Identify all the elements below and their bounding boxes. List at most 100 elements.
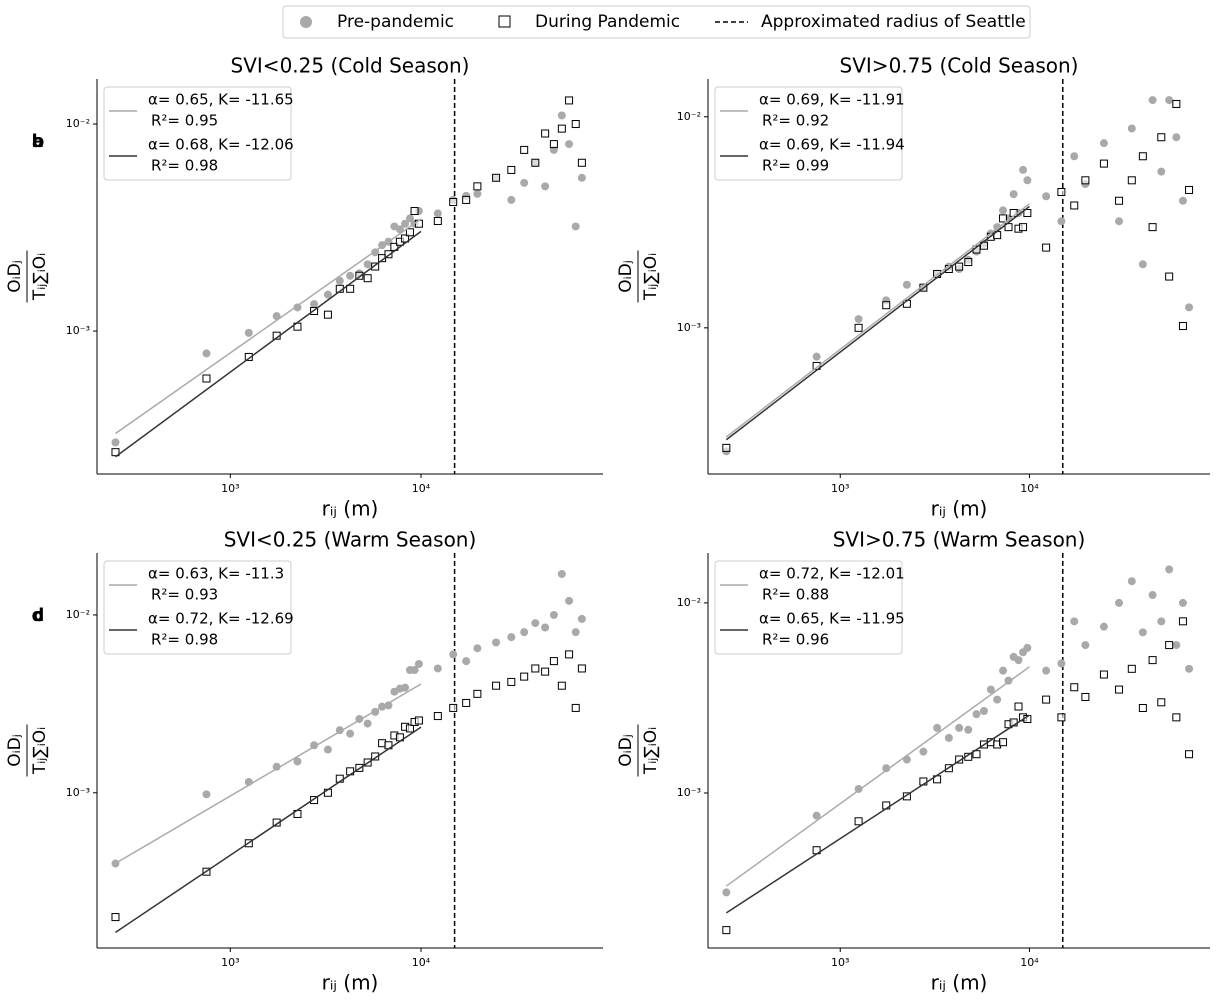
point (1042, 695, 1051, 704)
legend-label: α= 0.65, K= -11.65 (148, 91, 294, 109)
point (384, 701, 393, 710)
legend-label: R²= 0.95 (151, 112, 218, 130)
point (549, 657, 558, 666)
point (577, 173, 586, 182)
panel-letter: b (32, 131, 45, 152)
point (1178, 598, 1187, 607)
point (1148, 223, 1157, 232)
point (492, 638, 501, 647)
point (541, 667, 550, 676)
point (979, 706, 988, 715)
point (571, 120, 580, 129)
point (449, 650, 458, 659)
point (1172, 133, 1181, 142)
point (520, 145, 529, 154)
point (244, 328, 253, 337)
point (1157, 617, 1166, 626)
point (1127, 577, 1136, 586)
legend-marker (300, 16, 312, 28)
point (111, 438, 120, 447)
point (449, 703, 458, 712)
point (1185, 750, 1194, 759)
point (557, 569, 566, 578)
point (1157, 698, 1166, 707)
point (363, 274, 372, 283)
point (395, 225, 404, 234)
x-axis-label: rᵢⱼ (m) (931, 971, 988, 995)
point (363, 260, 372, 269)
point (507, 165, 516, 174)
fit-line (115, 683, 422, 864)
y-label-numerator: OᵢDⱼ (616, 260, 636, 292)
fit-line (725, 666, 1030, 887)
fit-line (725, 205, 1030, 441)
point (371, 752, 380, 761)
point (722, 443, 731, 452)
point (410, 207, 419, 216)
point (335, 276, 344, 285)
point (492, 173, 501, 182)
point (371, 262, 380, 271)
point (1042, 192, 1051, 201)
point (972, 710, 981, 719)
x-tick-label: 10³ (221, 482, 239, 495)
y-label-denominator: Tᵢⱼ∑ᵢOᵢ (30, 253, 50, 301)
y-tick-label: 10⁻² (66, 608, 90, 621)
legend-box (714, 86, 903, 181)
fit-line (115, 726, 422, 934)
fit-line (725, 714, 1030, 914)
y-label-denominator: Tᵢⱼ∑ᵢOᵢ (30, 727, 50, 775)
point (310, 796, 319, 805)
point (1172, 641, 1181, 650)
point (531, 664, 540, 673)
legend-label: During Pandemic (535, 12, 680, 32)
point (955, 723, 964, 732)
x-tick-label: 10³ (831, 956, 849, 969)
y-axis-label: OᵢDⱼ Tᵢⱼ∑ᵢOᵢ (5, 250, 50, 303)
legend-label: α= 0.68, K= -12.06 (148, 136, 294, 154)
point (323, 745, 332, 754)
point (1115, 217, 1124, 226)
x-tick-label: 10⁴ (412, 956, 431, 969)
legend-label: R²= 0.96 (762, 631, 829, 649)
panel-letter: c (33, 605, 44, 626)
point (507, 677, 516, 686)
point (933, 723, 942, 732)
x-tick-label: 10⁴ (412, 482, 431, 495)
point (565, 650, 574, 659)
y-axis-label: OᵢDⱼ Tᵢⱼ∑ᵢOᵢ (5, 724, 50, 777)
point (401, 219, 410, 228)
point (202, 790, 211, 799)
y-label-denominator: Tᵢⱼ∑ᵢOᵢ (641, 727, 661, 775)
x-axis-label: rᵢⱼ (m) (931, 497, 988, 521)
point (557, 124, 566, 133)
y-label-numerator: OᵢDⱼ (5, 734, 25, 766)
point (244, 352, 253, 361)
point (1185, 185, 1194, 194)
point (1019, 223, 1028, 232)
point (293, 757, 302, 766)
point (1057, 217, 1066, 226)
fit-line (725, 203, 1030, 438)
chart-title: SVI<0.25 (Cold Season) (231, 54, 470, 78)
legend-label: R²= 0.92 (762, 112, 829, 130)
point (1138, 703, 1147, 712)
legend-label: R²= 0.88 (762, 586, 829, 604)
point (473, 644, 482, 653)
point (473, 189, 482, 198)
point (1138, 260, 1147, 269)
point (1042, 666, 1051, 675)
point (1057, 188, 1066, 197)
point (1138, 152, 1147, 161)
legend-label: α= 0.65, K= -11.95 (759, 610, 905, 628)
y-axis-label: OᵢDⱼ Tᵢⱼ∑ᵢOᵢ (616, 724, 661, 777)
legend-box (103, 560, 292, 655)
point (111, 913, 120, 922)
fit-line (115, 230, 422, 458)
point (722, 888, 731, 897)
point (462, 698, 471, 707)
y-tick-label: 10⁻³ (66, 324, 90, 337)
point (414, 716, 423, 725)
point (919, 747, 928, 756)
y-label-denominator: Tᵢⱼ∑ᵢOᵢ (641, 253, 661, 301)
